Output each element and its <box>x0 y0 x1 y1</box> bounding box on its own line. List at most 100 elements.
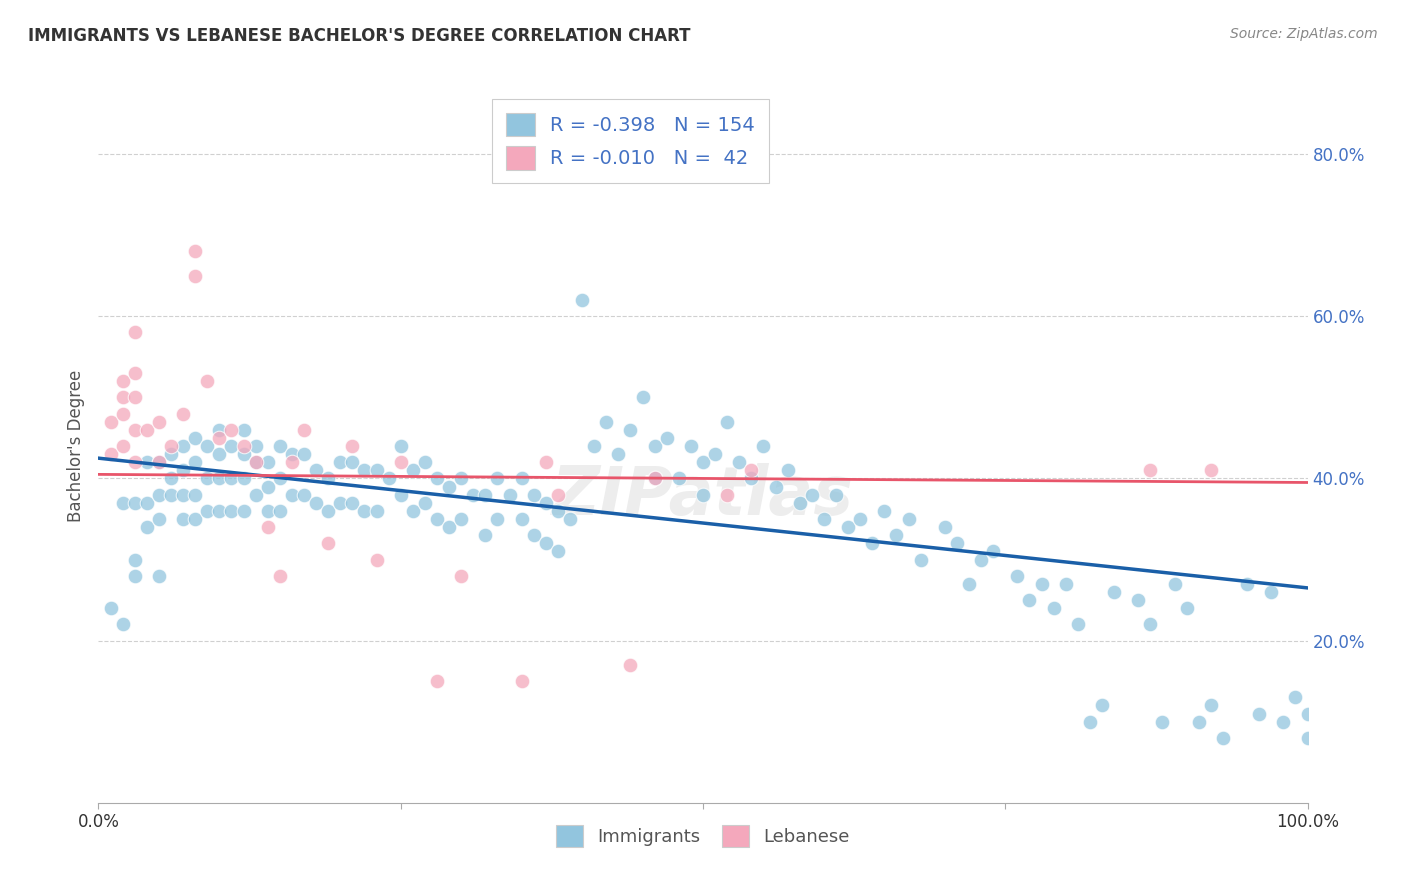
Point <box>195 374 218 388</box>
Point <box>329 496 352 510</box>
Point <box>825 488 848 502</box>
Point <box>716 415 738 429</box>
Point <box>934 520 956 534</box>
Point <box>160 447 183 461</box>
Point <box>208 447 231 461</box>
Point <box>232 447 254 461</box>
Point <box>208 431 231 445</box>
Point <box>111 407 134 421</box>
Point <box>172 488 194 502</box>
Point <box>111 617 134 632</box>
Point <box>1284 690 1306 705</box>
Point <box>474 528 496 542</box>
Point <box>426 471 449 485</box>
Point <box>184 244 207 259</box>
Point <box>644 439 666 453</box>
Point <box>1296 731 1319 745</box>
Point <box>413 455 436 469</box>
Point <box>124 552 146 566</box>
Point <box>208 504 231 518</box>
Point <box>124 366 146 380</box>
Point <box>148 488 170 502</box>
Point <box>389 455 412 469</box>
Point <box>221 423 243 437</box>
Point <box>426 674 449 689</box>
Point <box>124 423 146 437</box>
Point <box>619 657 641 672</box>
Point <box>124 390 146 404</box>
Point <box>1067 617 1090 632</box>
Y-axis label: Bachelor's Degree: Bachelor's Degree <box>66 370 84 522</box>
Point <box>897 512 920 526</box>
Point <box>813 512 835 526</box>
Point <box>269 568 291 582</box>
Point <box>1260 585 1282 599</box>
Point <box>873 504 896 518</box>
Point <box>547 504 569 518</box>
Point <box>1236 577 1258 591</box>
Point <box>946 536 969 550</box>
Point <box>281 488 304 502</box>
Point <box>486 512 509 526</box>
Point <box>111 390 134 404</box>
Point <box>366 504 388 518</box>
Point <box>402 504 425 518</box>
Point <box>1102 585 1125 599</box>
Point <box>679 439 702 453</box>
Point <box>124 326 146 340</box>
Point <box>124 568 146 582</box>
Point <box>292 488 315 502</box>
Point <box>957 577 980 591</box>
Point <box>1296 706 1319 721</box>
Point <box>463 488 485 502</box>
Point <box>1175 601 1198 615</box>
Point <box>135 496 157 510</box>
Text: IMMIGRANTS VS LEBANESE BACHELOR'S DEGREE CORRELATION CHART: IMMIGRANTS VS LEBANESE BACHELOR'S DEGREE… <box>28 27 690 45</box>
Point <box>498 488 520 502</box>
Point <box>389 439 412 453</box>
Point <box>1018 593 1040 607</box>
Point <box>221 439 243 453</box>
Point <box>389 488 412 502</box>
Point <box>583 439 606 453</box>
Point <box>1078 714 1101 729</box>
Point <box>269 439 291 453</box>
Point <box>316 471 339 485</box>
Point <box>148 568 170 582</box>
Point <box>510 471 533 485</box>
Point <box>232 439 254 453</box>
Point <box>558 512 581 526</box>
Point <box>607 447 630 461</box>
Point <box>523 528 546 542</box>
Point <box>281 455 304 469</box>
Point <box>426 512 449 526</box>
Point <box>752 439 775 453</box>
Point <box>692 455 714 469</box>
Point <box>232 471 254 485</box>
Point <box>208 471 231 485</box>
Point <box>292 423 315 437</box>
Point <box>1199 463 1222 477</box>
Point <box>437 479 460 493</box>
Point <box>668 471 690 485</box>
Point <box>184 431 207 445</box>
Point <box>292 447 315 461</box>
Text: ZIPatlas: ZIPatlas <box>553 463 853 529</box>
Point <box>571 293 593 307</box>
Point <box>256 504 278 518</box>
Point <box>232 504 254 518</box>
Point <box>1163 577 1185 591</box>
Point <box>486 471 509 485</box>
Point <box>402 463 425 477</box>
Point <box>692 488 714 502</box>
Point <box>245 455 267 469</box>
Point <box>860 536 883 550</box>
Point <box>160 471 183 485</box>
Point <box>644 471 666 485</box>
Point <box>534 536 557 550</box>
Point <box>172 407 194 421</box>
Point <box>195 504 218 518</box>
Point <box>172 463 194 477</box>
Point <box>148 415 170 429</box>
Point <box>195 439 218 453</box>
